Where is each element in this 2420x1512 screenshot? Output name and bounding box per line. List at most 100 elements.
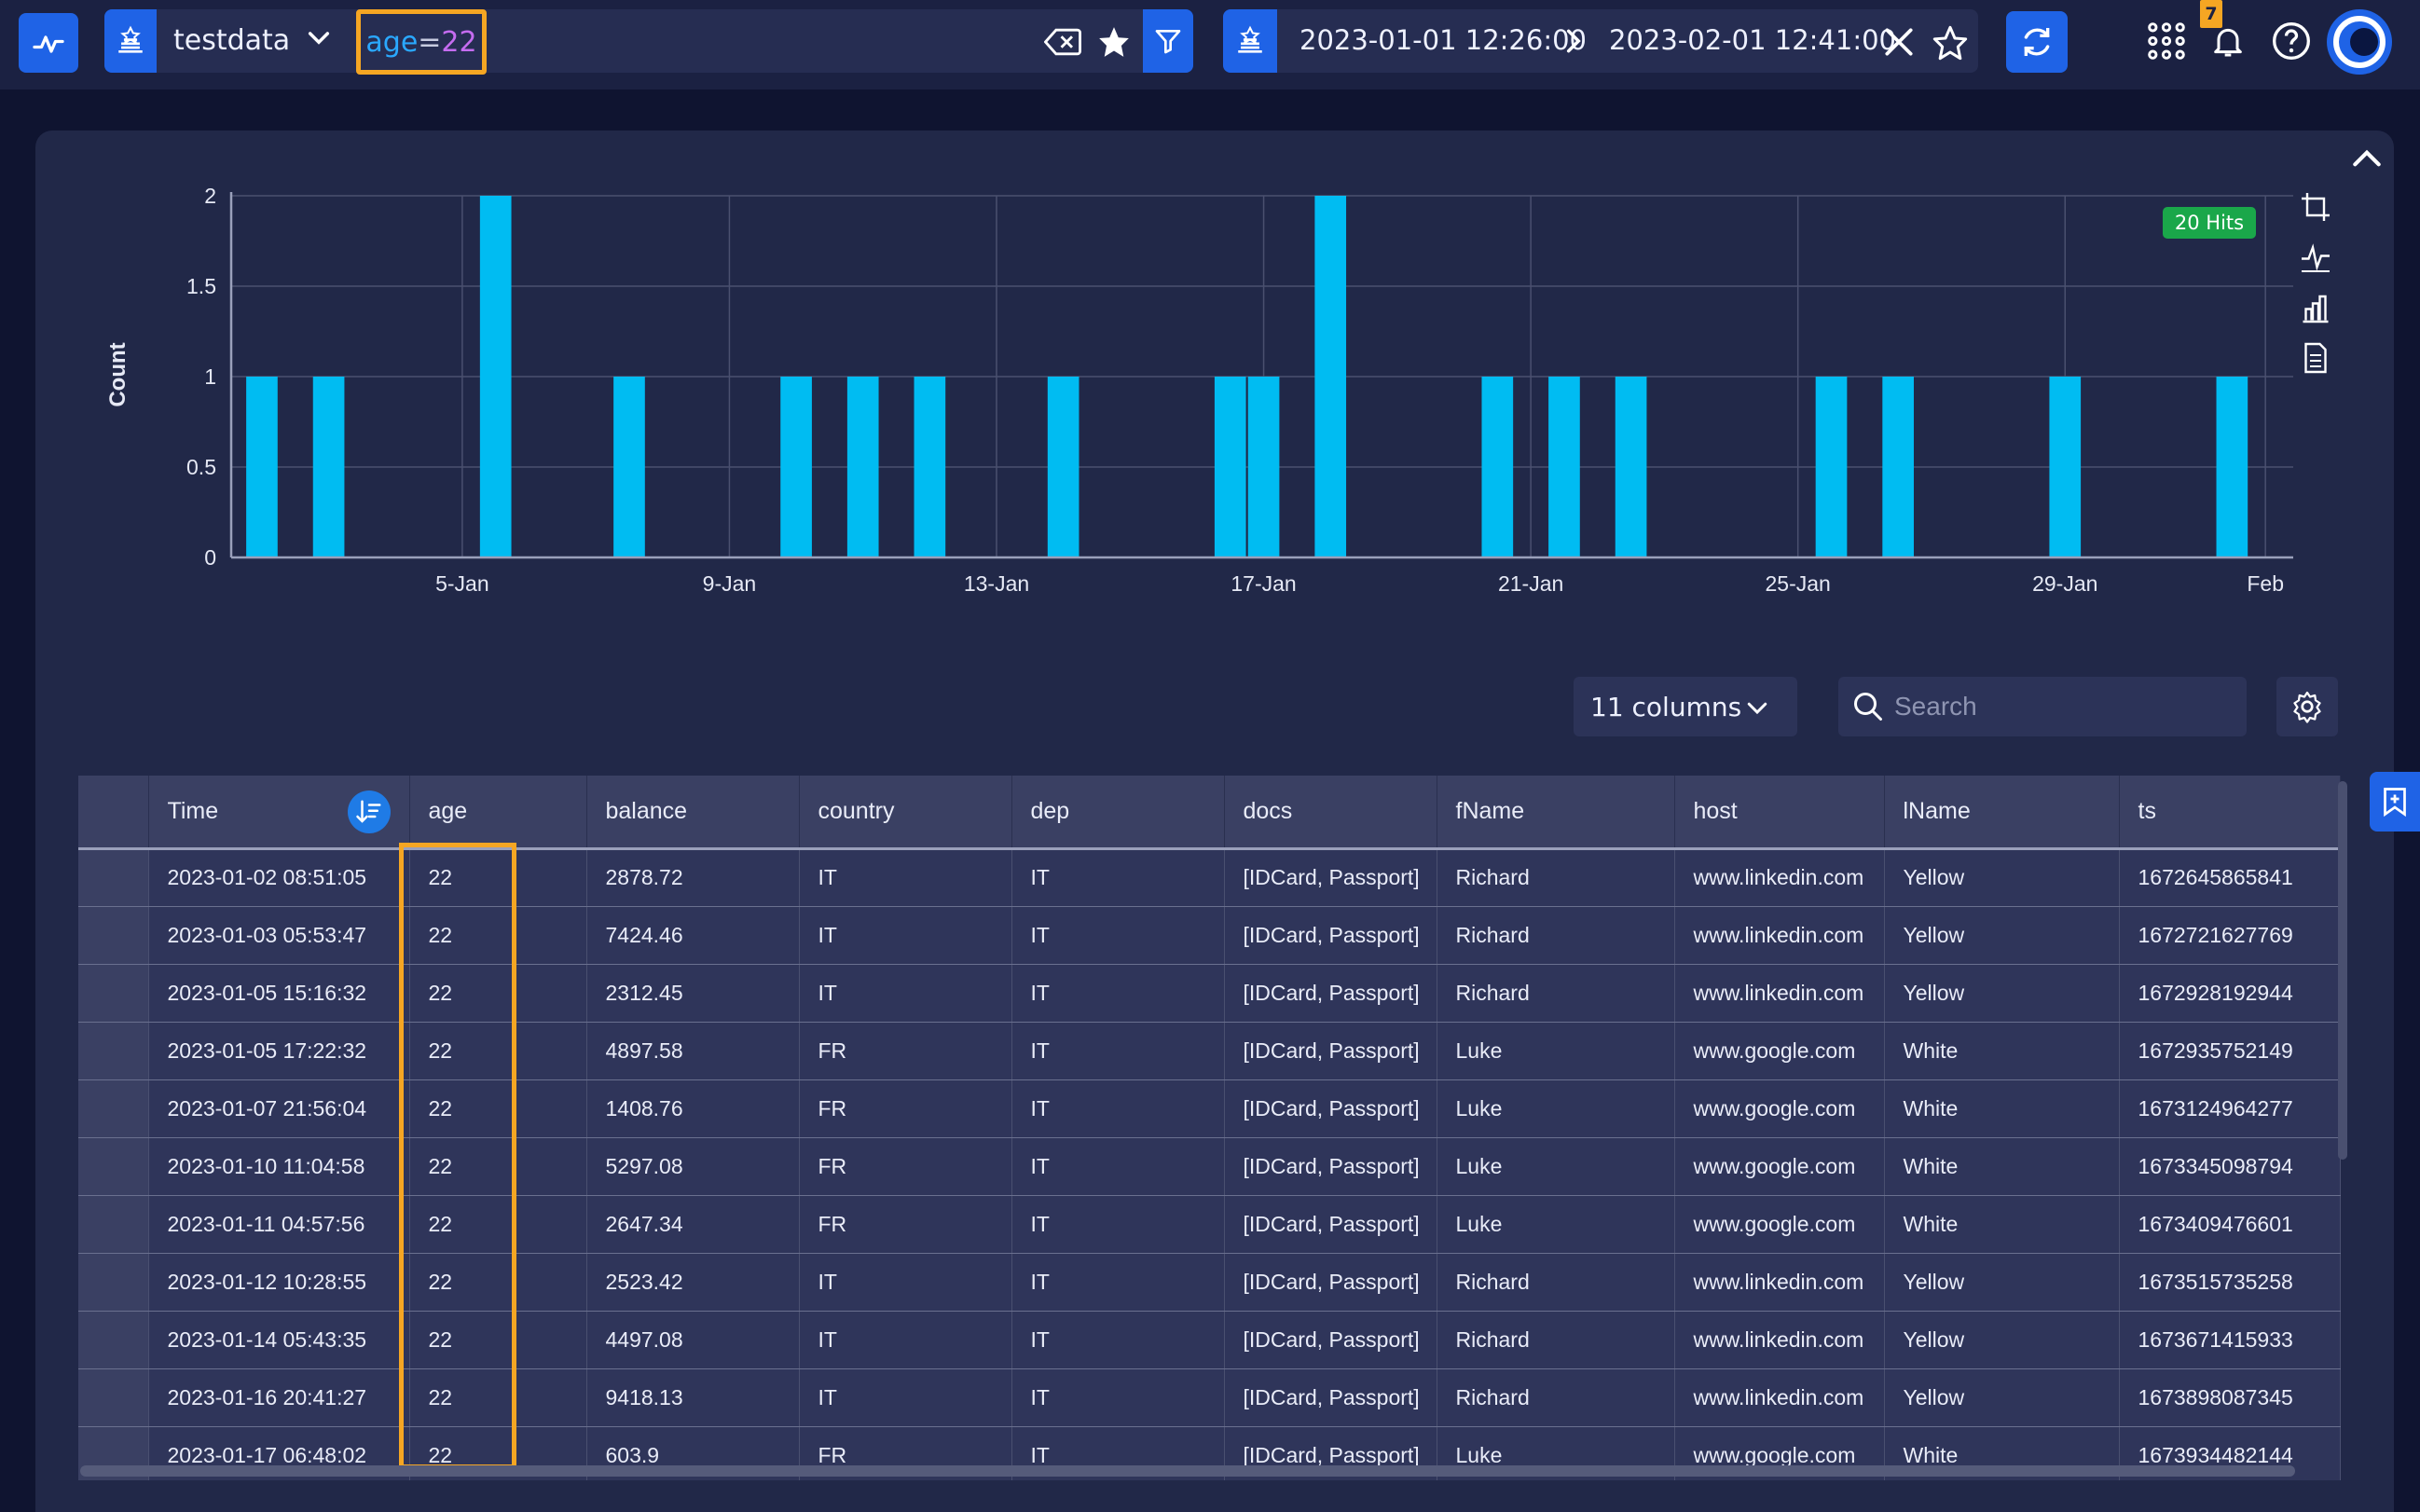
histogram-bar[interactable]	[2216, 377, 2248, 557]
histogram-bar[interactable]	[846, 377, 879, 557]
table-row[interactable]: 2023-01-02 08:51:05 22 2878.72 IT IT [IDCard,…	[78, 848, 2341, 907]
column-header-host[interactable]: host	[1674, 776, 1885, 850]
side-bookmark-button[interactable]	[2370, 772, 2420, 832]
histogram-bar[interactable]	[1882, 377, 1914, 557]
crop-icon[interactable]	[2299, 190, 2332, 224]
table-row[interactable]: 2023-01-16 20:41:27 22 9418.13 IT IT [IDCard,…	[78, 1368, 2341, 1427]
bar-chart-icon[interactable]	[2299, 291, 2332, 324]
query-input[interactable]: age = 22	[356, 9, 487, 75]
column-header-time[interactable]: Time	[148, 776, 410, 850]
table-cell: Luke	[1437, 1195, 1675, 1254]
column-header-country[interactable]: country	[799, 776, 1012, 850]
time-from[interactable]: 2023-01-01 12:26:00	[1299, 24, 1587, 56]
column-header-ts[interactable]: ts	[2119, 776, 2341, 850]
table-cell: www.google.com	[1674, 1195, 1885, 1254]
table-cell: 2023-01-16 20:41:27	[148, 1368, 410, 1427]
document-icon[interactable]	[2299, 341, 2332, 375]
table-cell: 2023-01-12 10:28:55	[148, 1253, 410, 1312]
table-row[interactable]: 2023-01-03 05:53:47 22 7424.46 IT IT [IDCard,…	[78, 906, 2341, 965]
row-gutter[interactable]	[78, 1253, 149, 1312]
row-gutter[interactable]	[78, 906, 149, 965]
table-row[interactable]: 2023-01-12 10:28:55 22 2523.42 IT IT [IDCard,…	[78, 1253, 2341, 1312]
row-gutter[interactable]	[78, 1079, 149, 1138]
star-outline-icon[interactable]	[1932, 24, 1969, 62]
column-header-fname[interactable]: fName	[1437, 776, 1675, 850]
column-header-docs[interactable]: docs	[1224, 776, 1437, 850]
help-icon[interactable]	[2271, 21, 2312, 62]
refresh-button[interactable]	[2006, 11, 2068, 73]
table-cell: IT	[799, 1311, 1012, 1369]
chart-tools	[2299, 190, 2336, 392]
table-row[interactable]: 2023-01-05 17:22:32 22 4897.58 FR IT [IDCard,…	[78, 1022, 2341, 1080]
histogram-bar[interactable]	[1548, 377, 1580, 557]
search-input[interactable]	[1894, 684, 2230, 729]
datasource-name[interactable]: testdata	[173, 24, 291, 57]
table-cell: Luke	[1437, 1137, 1675, 1196]
line-chart-icon[interactable]	[2299, 241, 2332, 274]
table-cell: [IDCard, Passport]	[1224, 1311, 1437, 1369]
clear-query-icon[interactable]	[1044, 26, 1081, 58]
sort-button[interactable]	[347, 790, 391, 833]
table-cell: 1408.76	[586, 1079, 800, 1138]
avatar[interactable]	[2327, 9, 2392, 75]
chevron-up-icon[interactable]	[2349, 145, 2385, 172]
histogram-bar[interactable]	[1247, 377, 1280, 557]
columns-select[interactable]: 11 columns	[1574, 677, 1797, 736]
table-cell: 1673515735258	[2119, 1253, 2341, 1312]
table-cell: 2312.45	[586, 964, 800, 1023]
row-gutter[interactable]	[78, 848, 149, 907]
histogram-bar[interactable]	[479, 196, 512, 557]
histogram-bar[interactable]	[2049, 377, 2082, 557]
column-header-dep[interactable]: dep	[1011, 776, 1225, 850]
horizontal-scrollbar[interactable]	[80, 1465, 2295, 1477]
vertical-scrollbar[interactable]	[2338, 781, 2347, 1160]
histogram-bar[interactable]	[1214, 377, 1246, 557]
table-cell: [IDCard, Passport]	[1224, 848, 1437, 907]
star-filled-icon[interactable]	[1096, 24, 1132, 60]
table-row[interactable]: 2023-01-10 11:04:58 22 5297.08 FR IT [IDCard,…	[78, 1137, 2341, 1196]
row-gutter[interactable]	[78, 1311, 149, 1369]
app-logo-button[interactable]	[19, 13, 78, 73]
table-settings-button[interactable]	[2276, 677, 2338, 736]
histogram-bar[interactable]	[1481, 377, 1514, 557]
histogram-bar[interactable]	[780, 377, 812, 557]
chevron-down-icon[interactable]	[304, 22, 334, 52]
table-row[interactable]: 2023-01-07 21:56:04 22 1408.76 FR IT [IDCard,…	[78, 1079, 2341, 1138]
row-gutter[interactable]	[78, 1368, 149, 1427]
time-preset-button[interactable]	[1223, 9, 1277, 73]
table-row[interactable]: 2023-01-11 04:57:56 22 2647.34 FR IT [IDCard,…	[78, 1195, 2341, 1254]
table-cell: IT	[799, 906, 1012, 965]
histogram-bar[interactable]	[312, 377, 345, 557]
apps-grid-icon[interactable]	[2146, 21, 2187, 62]
histogram-bar[interactable]	[1047, 377, 1079, 557]
row-gutter[interactable]	[78, 964, 149, 1023]
time-to[interactable]: 2023-02-01 12:41:00	[1609, 24, 1896, 56]
histogram-bar[interactable]	[1815, 377, 1848, 557]
y-axis-label: Count	[105, 342, 131, 406]
row-gutter[interactable]	[78, 1022, 149, 1080]
row-gutter[interactable]	[78, 1195, 149, 1254]
table-cell: 5297.08	[586, 1137, 800, 1196]
results-table-container[interactable]: Time age balance country dep docs fName …	[78, 776, 2349, 1480]
column-header-label: ts	[2138, 797, 2156, 824]
column-header-balance[interactable]: balance	[586, 776, 800, 850]
column-header-label: docs	[1243, 797, 1293, 824]
histogram-bar[interactable]	[914, 377, 946, 557]
table-row[interactable]: 2023-01-05 15:16:32 22 2312.45 IT IT [IDCard,…	[78, 964, 2341, 1023]
histogram-bar[interactable]	[613, 377, 645, 557]
histogram-bar[interactable]	[1615, 377, 1647, 557]
column-header-lname[interactable]: lName	[1884, 776, 2120, 850]
datasource-icon-button[interactable]	[104, 9, 157, 73]
column-header-age[interactable]: age	[409, 776, 587, 850]
row-gutter[interactable]	[78, 1137, 149, 1196]
histogram-bar[interactable]	[1314, 196, 1347, 557]
table-cell: 1673345098794	[2119, 1137, 2341, 1196]
table-cell: IT	[799, 1368, 1012, 1427]
filter-button[interactable]	[1143, 9, 1193, 73]
bell-icon[interactable]	[2209, 21, 2247, 62]
time-preset-icon	[1238, 25, 1262, 53]
close-icon[interactable]	[1881, 24, 1917, 60]
histogram-bar[interactable]	[246, 377, 278, 557]
table-row[interactable]: 2023-01-14 05:43:35 22 4497.08 IT IT [IDCard,…	[78, 1311, 2341, 1369]
column-header-label: age	[428, 797, 468, 824]
